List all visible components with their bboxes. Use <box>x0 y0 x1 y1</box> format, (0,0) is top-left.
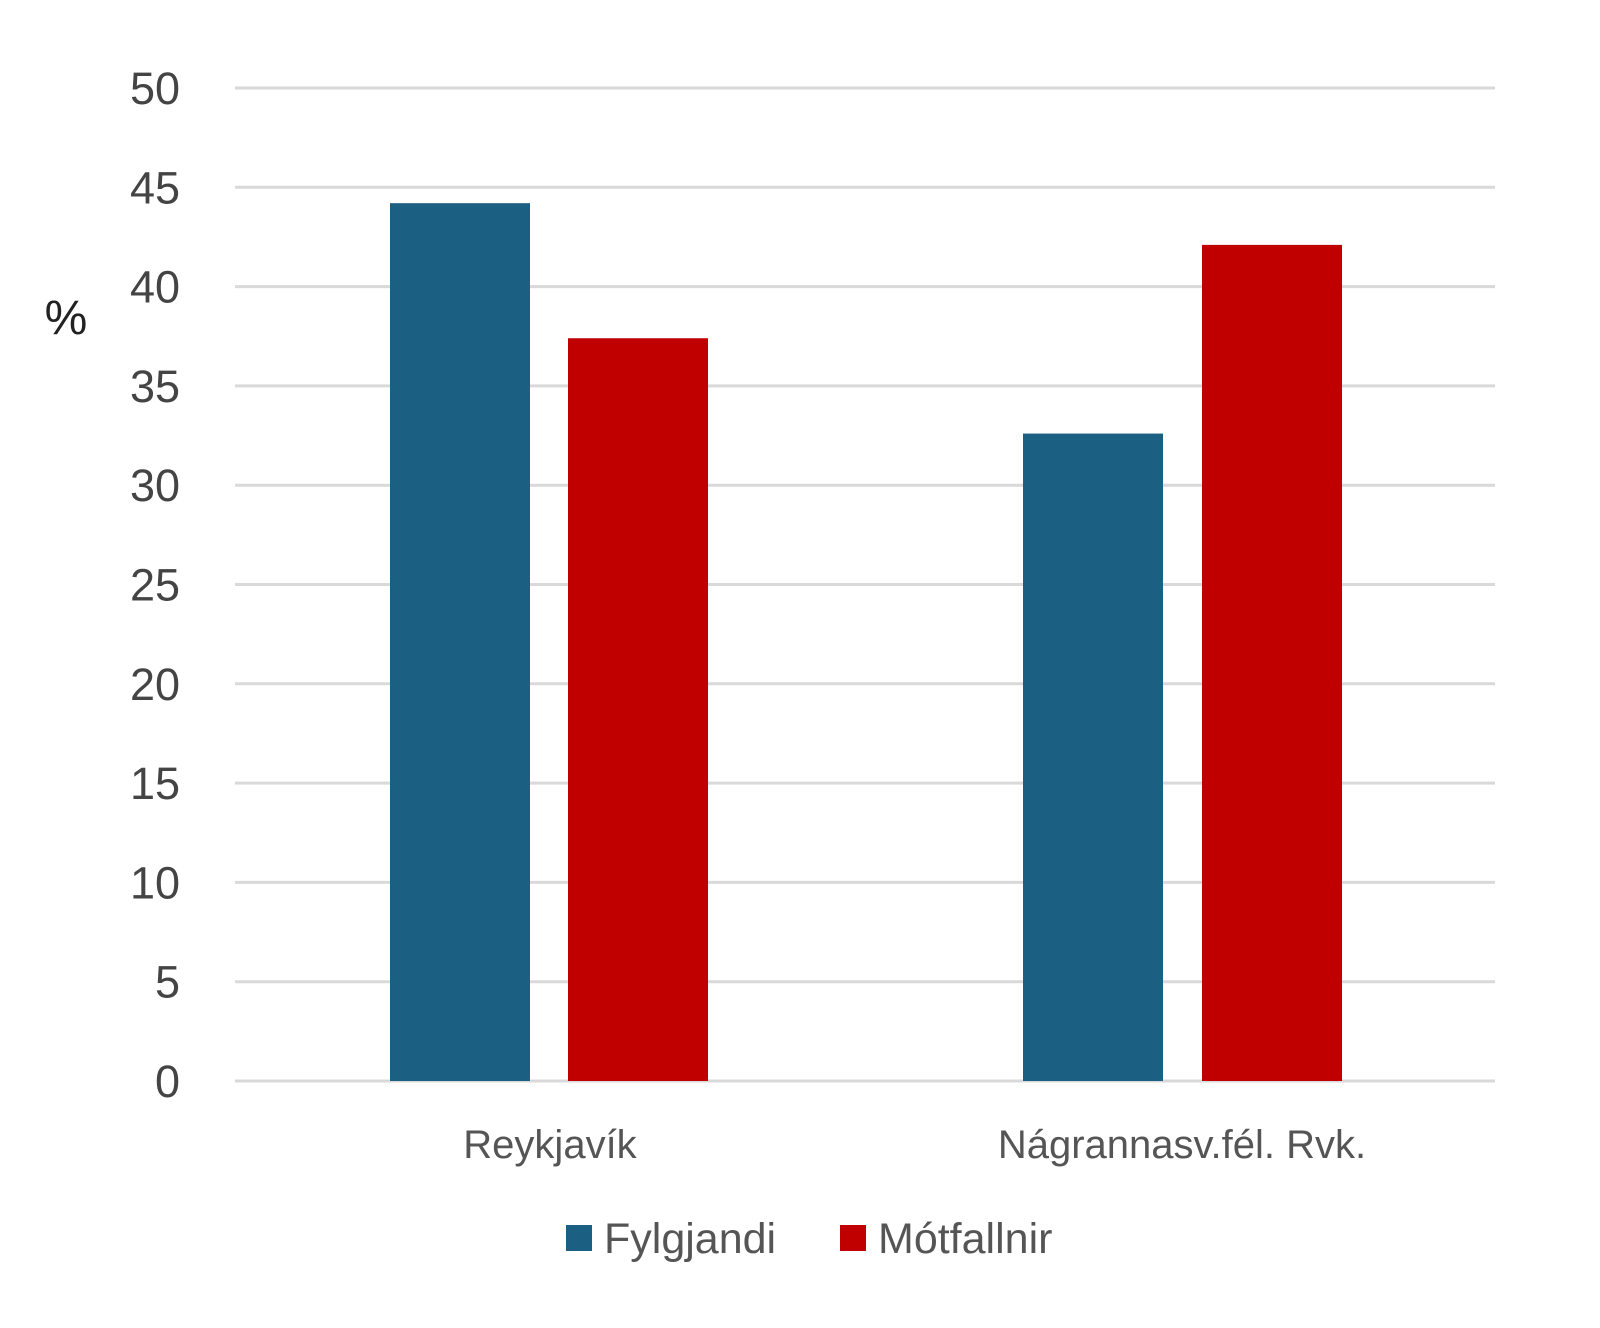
y-tick-label: 25 <box>130 560 180 611</box>
legend-item-motfallnir: Mótfallnir <box>840 1215 1052 1263</box>
y-tick-label: 40 <box>130 262 180 313</box>
y-axis-ticks: 0 5 10 15 20 25 30 35 40 45 50 <box>130 63 180 1107</box>
y-tick-label: 20 <box>130 659 180 710</box>
legend-swatch <box>566 1225 592 1251</box>
y-tick-label: 10 <box>130 857 180 908</box>
y-tick-label: 15 <box>130 758 180 809</box>
y-tick-label: 35 <box>130 361 180 412</box>
bar-motfallnir-reykjavik <box>568 338 708 1082</box>
y-tick-label: 0 <box>155 1056 180 1107</box>
bar-fylgjandi-nagrannasv <box>1023 433 1163 1082</box>
x-axis-categories: Reykjavík Nágrannasv.fél. Rvk. <box>463 1123 1366 1167</box>
bar-fylgjandi-reykjavik <box>390 203 530 1082</box>
bar-motfallnir-nagrannasv <box>1202 244 1342 1082</box>
legend-swatch <box>840 1225 866 1251</box>
y-tick-label: 45 <box>130 162 180 213</box>
x-category-label: Reykjavík <box>463 1123 637 1167</box>
y-tick-label: 30 <box>130 460 180 511</box>
legend-item-fylgjandi: Fylgjandi <box>566 1215 776 1263</box>
y-tick-label: 50 <box>130 63 180 114</box>
legend-label: Mótfallnir <box>878 1215 1052 1263</box>
x-category-label: Nágrannasv.fél. Rvk. <box>998 1123 1366 1167</box>
legend-label: Fylgjandi <box>604 1215 776 1263</box>
y-tick-label: 5 <box>155 957 180 1008</box>
bars <box>390 203 1342 1082</box>
legend: Fylgjandi Mótfallnir <box>566 1215 1052 1263</box>
y-axis-title: % <box>45 292 88 345</box>
